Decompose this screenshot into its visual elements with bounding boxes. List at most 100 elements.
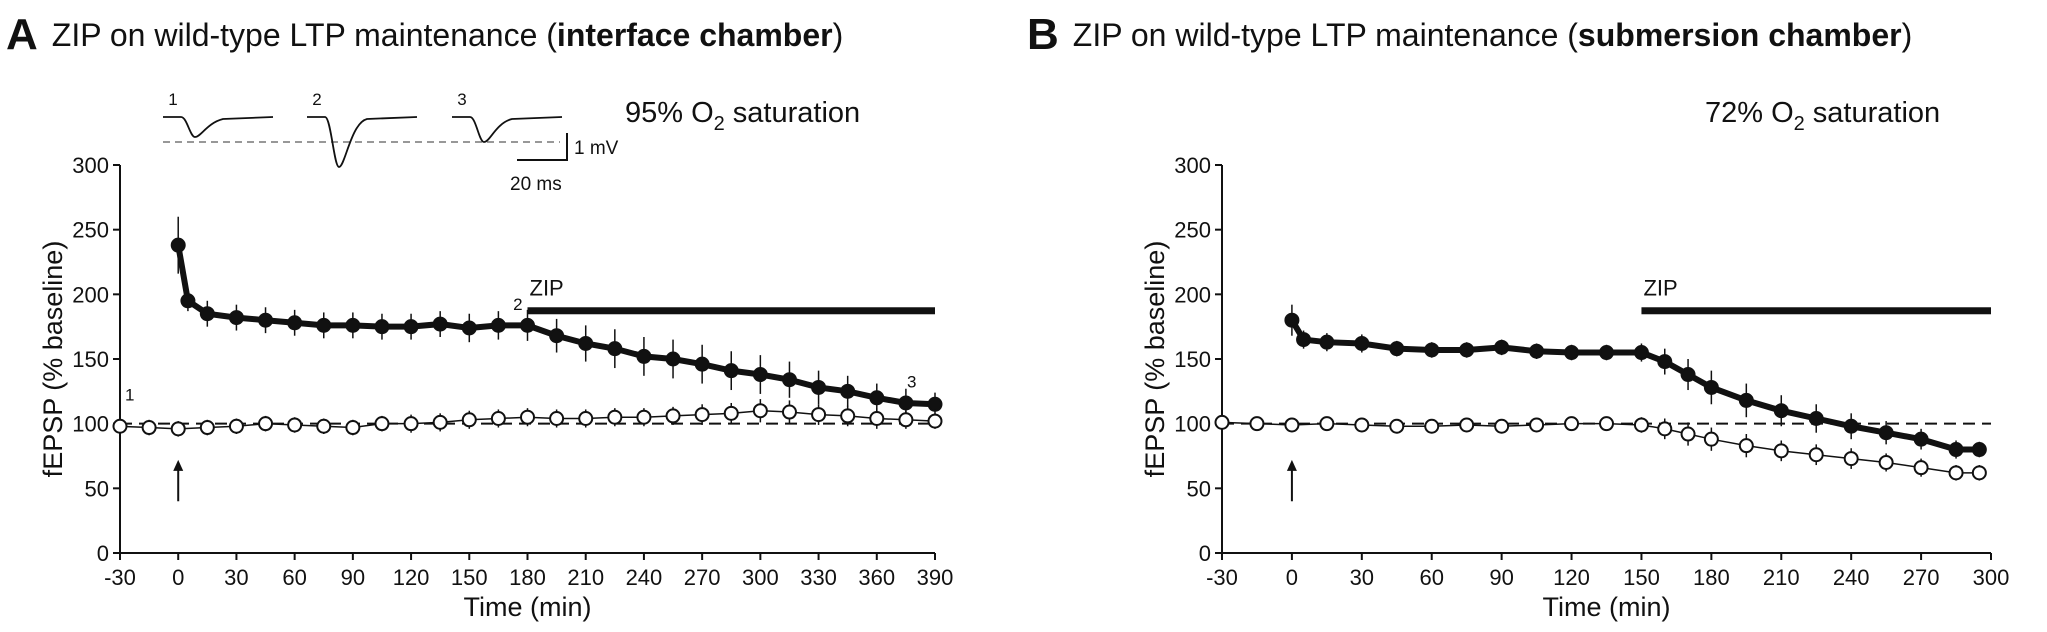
chart-a-trace-marker: 2: [513, 295, 522, 314]
chart-b-data-point-filled: [1389, 341, 1405, 357]
chart-a-data-point-filled: [549, 328, 565, 344]
chart-b-data-point-filled: [1738, 392, 1754, 408]
chart-b-x-tick-label: 180: [1693, 565, 1730, 590]
chart-b-data-point-open: [1599, 416, 1614, 432]
chart-b-drug-bar: [1641, 307, 1991, 315]
chart-b-x-axis-label: Time (min): [1543, 592, 1671, 622]
chart-a-data-point-filled: [665, 351, 681, 367]
chart-b-data-point-open: [1633, 417, 1649, 433]
chart-a-data-point-open: [170, 421, 186, 437]
chart-b-data-point-open: [1878, 454, 1894, 470]
chart-a-data-point-open: [636, 409, 652, 425]
chart-a-data-point-open: [374, 416, 390, 432]
chart-a-drug-bar: [527, 307, 935, 315]
chart-b-data-point-open: [1738, 438, 1754, 454]
chart-b-data-point-open: [1564, 416, 1580, 432]
chart-a-data-point-filled: [287, 315, 303, 331]
chart-a-inset-trace-label: 3: [457, 90, 466, 109]
chart-b-y-tick-label: 0: [1199, 541, 1211, 566]
chart-a-x-tick-label: 30: [224, 565, 248, 590]
chart-a-data-point-open: [752, 403, 768, 419]
chart-a-y-tick-label: 200: [72, 282, 109, 307]
chart-a-trace-marker: 1: [125, 385, 134, 404]
chart-a-data-point-filled: [636, 348, 652, 364]
chart-a-data-point-open: [927, 413, 943, 429]
chart-b-data-point-open: [1319, 416, 1335, 432]
chart-a-data-point-open: [112, 418, 128, 434]
chart-a-x-tick-label: 180: [509, 565, 546, 590]
chart-a-data-point-filled: [752, 367, 768, 383]
chart-b-data-point-filled: [1494, 339, 1510, 355]
chart-a-data-point-filled: [811, 379, 827, 395]
chart-a-inset-trace-label: 2: [312, 90, 321, 109]
chart-b-data-point-open: [1459, 417, 1475, 433]
chart-a-data-point-filled: [607, 341, 623, 357]
chart-b-x-tick-label: 120: [1553, 565, 1590, 590]
chart-b-data-point-open: [1948, 465, 1964, 481]
panel-a-title-bold: interface chamber: [556, 17, 833, 53]
chart-b-data-point-filled: [1657, 354, 1673, 370]
chart-b-y-axis-label: fEPSP (% baseline): [1140, 241, 1170, 478]
chart-a-scale-time: 20 ms: [510, 174, 562, 195]
chart-b-arrow-head: [1286, 459, 1297, 471]
panel-a-title: A ZIP on wild-type LTP maintenance (inter…: [6, 10, 843, 60]
chart-a-x-tick-label: -30: [104, 565, 136, 590]
chart-b-data-point-filled: [1296, 332, 1312, 348]
chart-b-data-point-filled: [1971, 442, 1987, 458]
panel-a-title-post: ): [832, 17, 844, 53]
chart-b-data-point-open: [1971, 465, 1987, 481]
chart-b-y-tick-label: 50: [1187, 476, 1211, 501]
chart-a-data-point-filled: [180, 293, 196, 309]
chart-a-o2-label: 95% O2 saturation: [625, 97, 860, 135]
chart-b-data-point-filled: [1878, 425, 1894, 441]
chart-b-data-point-open: [1389, 418, 1405, 434]
chart-b-x-tick-label: 210: [1763, 565, 1800, 590]
chart-a-y-tick-label: 150: [72, 347, 109, 372]
chart-a-data-point-filled: [374, 319, 390, 335]
chart-b-data-point-filled: [1843, 418, 1859, 434]
chart-b-data-point-filled: [1424, 342, 1440, 358]
chart-b-data-point-filled: [1808, 410, 1824, 426]
chart-b-data-point-filled: [1913, 431, 1929, 447]
chart-a-data-point-open: [898, 412, 914, 428]
chart-b-x-tick-label: 90: [1489, 565, 1513, 590]
chart-a-data-point-filled: [520, 317, 535, 333]
chart-a-data-point-filled: [490, 317, 506, 333]
chart-b-data-point-filled: [1459, 342, 1475, 358]
chart-a-y-tick-label: 100: [72, 412, 109, 437]
chart-a-data-point-filled: [170, 237, 186, 253]
chart-a-data-point-filled: [403, 319, 419, 335]
chart-b-data-point-open: [1703, 431, 1719, 447]
chart-b-data-point-filled: [1633, 345, 1649, 361]
chart-a-data-point-filled: [461, 320, 477, 336]
chart-a-series-filled-trace: [175, 244, 936, 408]
chart-a-data-point-filled: [258, 312, 274, 328]
chart-b-x-tick-label: 30: [1350, 565, 1374, 590]
chart-b-data-point-open: [1354, 417, 1370, 433]
chart-a-data-point-filled: [199, 306, 215, 322]
chart-b-y-tick-label: 300: [1174, 153, 1211, 178]
chart-a-data-point-open: [345, 420, 361, 436]
chart-b-data-point-open: [1494, 418, 1510, 434]
chart-a-x-tick-label: 150: [451, 565, 488, 590]
chart-b-data-point-filled: [1948, 442, 1964, 458]
chart-a-data-point-open: [520, 409, 535, 425]
chart-b-data-point-open: [1808, 447, 1824, 463]
chart-b-data-point-filled: [1564, 345, 1580, 361]
panel-b-title-bold: submersion chamber: [1577, 17, 1902, 53]
chart-a-data-point-open: [723, 405, 739, 421]
panel-b-title-pre: ZIP on wild-type LTP maintenance (: [1072, 17, 1578, 53]
chart-a-scale-bar: [517, 133, 568, 161]
chart-a-data-point-open: [811, 407, 827, 423]
chart-a-arrow-head: [173, 459, 184, 471]
chart-a-scale-voltage: 1 mV: [574, 138, 619, 159]
chart-a-data-point-filled: [432, 316, 448, 332]
chart-b-data-point-open: [1424, 418, 1440, 434]
chart-a-data-point-filled: [228, 310, 244, 326]
chart-b-data-point-open: [1249, 416, 1265, 432]
chart-a-x-tick-label: 0: [172, 565, 184, 590]
chart-a-x-tick-label: 90: [341, 565, 365, 590]
chart-a-data-point-open: [840, 408, 856, 424]
chart-a-x-tick-label: 210: [567, 565, 604, 590]
